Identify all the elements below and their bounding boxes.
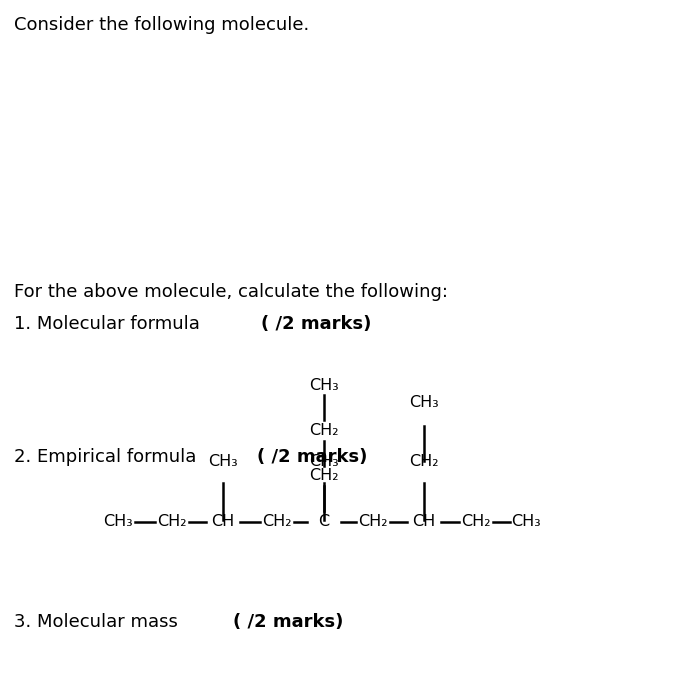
Text: ( /2 marks): ( /2 marks) bbox=[261, 315, 372, 333]
Text: CH: CH bbox=[412, 514, 435, 529]
Text: 2. Empirical formula: 2. Empirical formula bbox=[14, 448, 202, 466]
Text: CH₃: CH₃ bbox=[512, 514, 541, 529]
Text: CH₂: CH₂ bbox=[157, 514, 187, 529]
Text: ( /2 marks): ( /2 marks) bbox=[256, 448, 367, 466]
Text: CH₂: CH₂ bbox=[461, 514, 491, 529]
Text: ( /2 marks): ( /2 marks) bbox=[233, 613, 344, 631]
Text: For the above molecule, calculate the following:: For the above molecule, calculate the fo… bbox=[14, 283, 448, 301]
Text: CH₃: CH₃ bbox=[309, 377, 339, 393]
Text: CH₃: CH₃ bbox=[103, 514, 133, 529]
Text: 1. Molecular formula: 1. Molecular formula bbox=[14, 315, 206, 333]
Text: CH: CH bbox=[211, 514, 234, 529]
Text: Consider the following molecule.: Consider the following molecule. bbox=[14, 16, 309, 34]
Text: CH₃: CH₃ bbox=[309, 454, 339, 470]
Text: CH₂: CH₂ bbox=[358, 514, 388, 529]
Text: CH₂: CH₂ bbox=[409, 454, 439, 470]
Text: C: C bbox=[319, 514, 329, 529]
Text: 3. Molecular mass: 3. Molecular mass bbox=[14, 613, 184, 631]
Text: CH₂: CH₂ bbox=[309, 423, 339, 438]
Text: CH₃: CH₃ bbox=[208, 454, 238, 470]
Text: CH₂: CH₂ bbox=[262, 514, 292, 529]
Text: CH₃: CH₃ bbox=[409, 395, 439, 410]
Text: CH₂: CH₂ bbox=[309, 468, 339, 484]
